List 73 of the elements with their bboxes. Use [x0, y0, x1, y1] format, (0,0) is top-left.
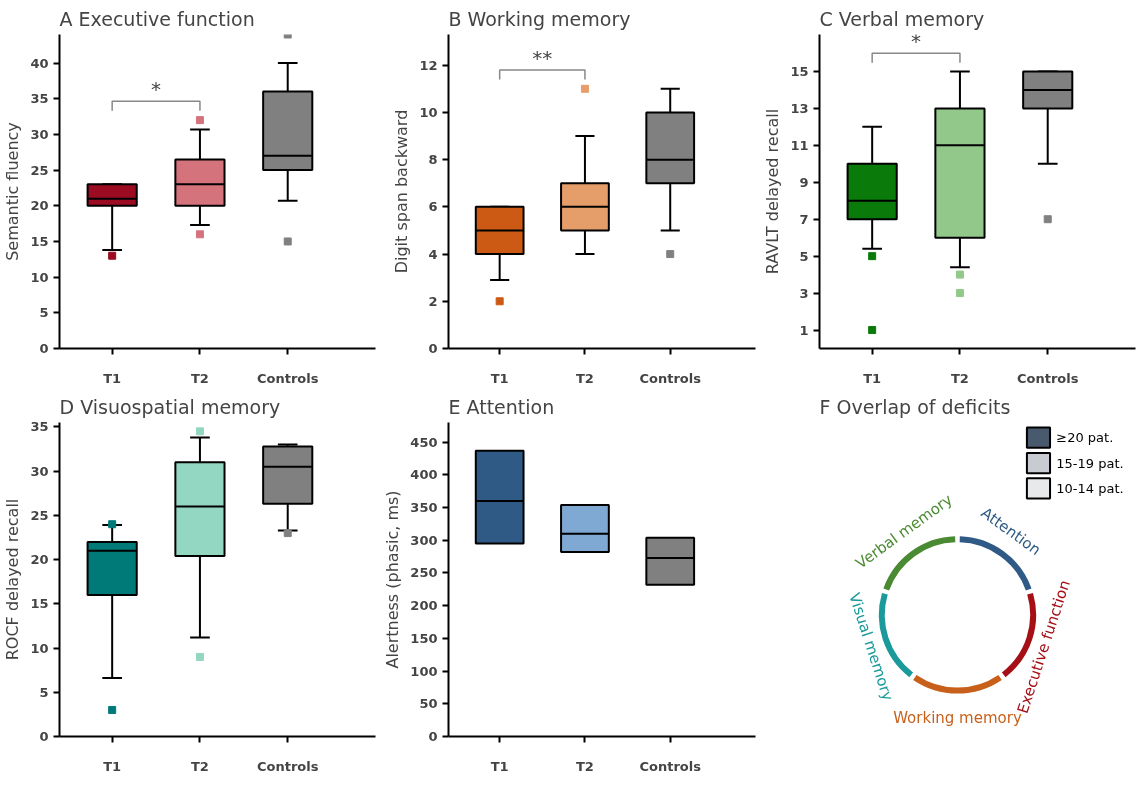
- y-tick-label: 15: [790, 63, 809, 79]
- chart-title: B Working memory: [448, 7, 631, 30]
- y-tick-label: 13: [790, 100, 809, 116]
- y-tick-label: 10: [419, 104, 438, 120]
- y-tick-label: 3: [799, 285, 809, 301]
- y-axis-title: ROCF delayed recall: [3, 498, 23, 661]
- y-tick-label: 40: [30, 55, 49, 71]
- y-tick-label: 0: [39, 341, 49, 356]
- y-tick-label: 150: [410, 630, 438, 646]
- chart-title: E Attention: [448, 395, 555, 418]
- y-tick-label: 15: [30, 233, 49, 249]
- text: F Overlap of deficits: [819, 395, 1011, 418]
- y-tick-label: 35: [30, 419, 49, 435]
- x-tick-label: T2: [575, 758, 594, 774]
- annotation: **: [532, 45, 553, 70]
- y-tick-label: 1: [799, 322, 809, 338]
- annotation: *: [151, 77, 162, 102]
- x-tick-label: T1: [490, 370, 509, 386]
- x-tick-label: T2: [575, 370, 594, 386]
- x-tick-label: Controls: [1016, 370, 1079, 386]
- legend-label: ≥20 pat.: [1056, 430, 1114, 446]
- x-tick-label: T1: [103, 758, 122, 774]
- x-tick-label: Controls: [256, 370, 319, 386]
- y-tick-label: 0: [39, 729, 49, 744]
- x-tick-label: T1: [863, 370, 882, 386]
- y-tick-label: 300: [410, 532, 438, 548]
- x-tick-label: Controls: [639, 758, 702, 774]
- y-tick-label: 20: [30, 552, 49, 568]
- x-tick-label: T2: [190, 758, 209, 774]
- y-tick-label: 5: [799, 248, 809, 264]
- y-tick-label: 8: [428, 152, 438, 168]
- y-axis-title: Alertness (phasic, ms): [383, 490, 403, 669]
- y-tick-label: 35: [30, 91, 49, 107]
- y-tick-label: 400: [410, 467, 438, 483]
- x-tick-label: T1: [490, 758, 509, 774]
- y-tick-label: 9: [799, 174, 809, 190]
- x-tick-label: T2: [190, 370, 209, 386]
- legend-label: 10-14 pat.: [1056, 480, 1124, 496]
- y-tick-label: 20: [30, 198, 49, 214]
- y-tick-label: 25: [30, 507, 49, 523]
- y-tick-label: 12: [419, 57, 438, 73]
- y-axis-title: Digit span backward: [392, 109, 412, 274]
- y-tick-label: 15: [30, 596, 49, 612]
- y-tick-label: 350: [410, 500, 438, 516]
- y-tick-label: 4: [428, 246, 438, 262]
- y-tick-label: 6: [428, 199, 438, 215]
- y-tick-label: 30: [30, 126, 49, 142]
- y-tick-label: 10: [30, 640, 49, 656]
- y-tick-label: 250: [410, 565, 438, 581]
- y-tick-label: 100: [410, 663, 438, 679]
- y-tick-label: 30: [30, 463, 49, 479]
- x-tick-label: T1: [103, 370, 122, 386]
- y-tick-label: 7: [799, 211, 809, 227]
- y-tick-label: 10: [30, 269, 49, 285]
- x-tick-label: Controls: [256, 758, 319, 774]
- y-tick-label: 50: [419, 696, 438, 712]
- y-tick-label: 0: [428, 341, 438, 356]
- y-tick-label: 11: [790, 137, 809, 153]
- x-tick-label: T2: [950, 370, 969, 386]
- y-tick-label: 200: [410, 598, 438, 614]
- y-axis-title: RAVLT delayed recall: [763, 108, 783, 275]
- y-tick-label: 5: [39, 305, 49, 321]
- y-tick-label: 2: [428, 293, 438, 309]
- chart-title: D Visuospatial memory: [59, 395, 281, 418]
- y-tick-label: 450: [410, 434, 438, 450]
- legend-label: 15-19 pat.: [1056, 455, 1124, 471]
- y-tick-label: 5: [39, 684, 49, 700]
- y-tick-label: 0: [428, 729, 438, 744]
- y-tick-label: 25: [30, 162, 49, 178]
- x-tick-label: Controls: [639, 370, 702, 386]
- y-axis-title: Semantic fluency: [3, 122, 23, 261]
- chart-title: C Verbal memory: [819, 7, 985, 30]
- chart-title: A Executive function: [59, 7, 255, 30]
